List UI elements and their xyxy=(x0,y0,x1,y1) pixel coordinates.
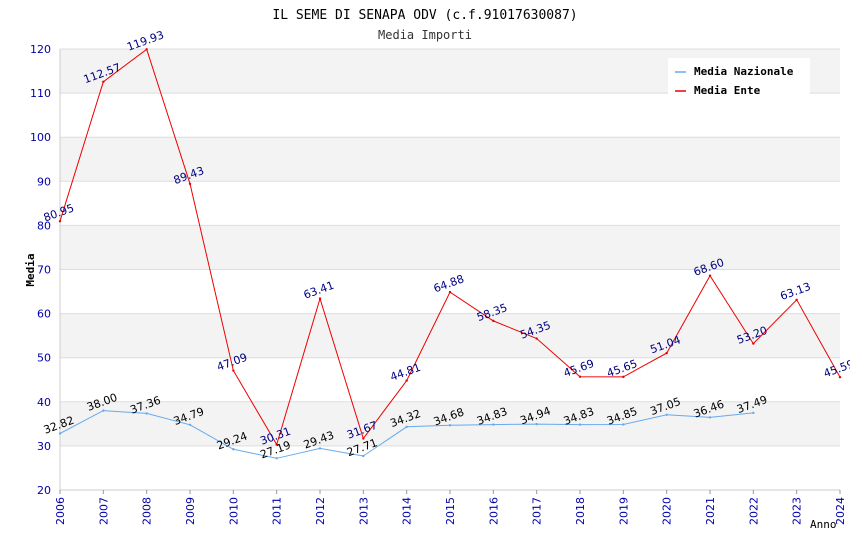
legend-label-media-ente: Media Ente xyxy=(694,84,761,97)
x-tick-label: 2017 xyxy=(531,497,544,525)
plot-band xyxy=(60,181,840,226)
data-point xyxy=(58,220,62,223)
y-tick-labels: 20 30 40 50 60 70 80 90 100 110 120 xyxy=(30,43,51,497)
x-tick-label: 2010 xyxy=(227,497,240,525)
x-tick-label: 2012 xyxy=(314,497,327,525)
x-tick-label: 2008 xyxy=(141,497,154,525)
data-point xyxy=(752,411,755,415)
y-tick-label: 40 xyxy=(37,396,51,409)
data-point xyxy=(362,454,365,458)
y-tick-label: 120 xyxy=(30,43,51,56)
data-point xyxy=(58,432,62,435)
data-point xyxy=(232,448,235,451)
x-tick-label: 2015 xyxy=(444,497,457,525)
x-tick-label: 2024 xyxy=(834,497,847,525)
data-point xyxy=(578,375,582,378)
y-axis-label: Media xyxy=(24,253,37,286)
x-tick-label: 2011 xyxy=(271,497,284,525)
data-point xyxy=(708,416,712,419)
data-point xyxy=(405,425,408,429)
data-point xyxy=(232,369,235,372)
x-tick-label: 2016 xyxy=(487,497,500,525)
chart-title: IL SEME DI SENAPA ODV (c.f.91017630087) xyxy=(272,8,577,23)
legend-box xyxy=(668,58,810,98)
plot-band xyxy=(60,313,840,358)
y-tick-label: 100 xyxy=(30,131,51,144)
data-point xyxy=(795,298,798,301)
x-axis-label: Anno xyxy=(810,518,837,531)
data-point xyxy=(405,379,408,382)
x-tick-label: 2023 xyxy=(791,497,804,525)
data-point xyxy=(448,424,452,427)
data-point xyxy=(145,412,148,415)
x-tick-label: 2022 xyxy=(747,497,760,525)
data-point xyxy=(492,423,495,426)
x-tick-labels: 2006 2007 2008 2009 2010 2011 2012 2013 2014 2015… xyxy=(54,490,847,525)
chart-subtitle: Media Importi xyxy=(378,28,472,42)
legend: Media Nazionale Media Ente xyxy=(668,58,810,98)
data-point xyxy=(188,423,192,426)
y-tick-label: 90 xyxy=(37,175,51,188)
plot-band xyxy=(60,357,840,402)
data-point xyxy=(102,409,105,412)
data-point xyxy=(318,297,322,300)
data-point xyxy=(752,342,755,345)
data-point xyxy=(535,337,538,340)
legend-label-media-nazionale: Media Nazionale xyxy=(694,65,794,78)
x-tick-label: 2018 xyxy=(574,497,587,525)
x-tick-label: 2006 xyxy=(54,497,67,525)
plot-band xyxy=(60,137,840,182)
x-tick-label: 2014 xyxy=(401,497,414,525)
plot-band xyxy=(60,93,840,138)
x-tick-label: 2007 xyxy=(97,497,110,525)
data-point xyxy=(448,290,452,294)
plot-band xyxy=(60,445,840,490)
x-tick-label: 2013 xyxy=(357,497,370,525)
data-point xyxy=(665,413,668,417)
y-tick-label: 50 xyxy=(37,352,51,365)
data-point xyxy=(492,319,495,323)
data-point xyxy=(838,375,842,379)
x-tick-label: 2020 xyxy=(661,497,674,525)
y-tick-label: 80 xyxy=(37,219,51,232)
y-tick-label: 20 xyxy=(37,484,51,497)
data-point xyxy=(188,182,192,186)
y-tick-label: 110 xyxy=(30,87,51,100)
plot-band xyxy=(60,225,840,270)
x-tick-label: 2021 xyxy=(704,497,717,525)
data-point xyxy=(275,443,278,446)
data-point xyxy=(102,80,105,83)
y-tick-label: 60 xyxy=(37,308,51,321)
data-point xyxy=(665,351,668,355)
data-point xyxy=(622,375,625,379)
data-point xyxy=(578,423,582,426)
data-point xyxy=(145,48,148,51)
series-layer xyxy=(58,48,842,460)
data-point xyxy=(622,423,625,426)
y-tick-label: 70 xyxy=(37,264,51,277)
data-point xyxy=(708,274,712,277)
y-tick-label: 30 xyxy=(37,440,51,453)
x-tick-label: 2009 xyxy=(184,497,197,525)
data-point xyxy=(535,422,538,426)
data-point xyxy=(318,447,322,450)
data-point xyxy=(362,437,365,440)
x-tick-label: 2019 xyxy=(617,497,630,525)
data-point xyxy=(275,457,278,460)
